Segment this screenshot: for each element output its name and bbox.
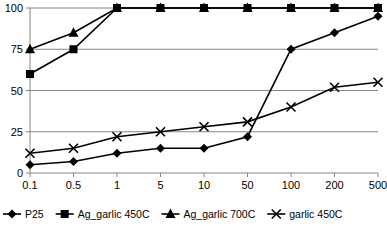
marker (113, 132, 122, 141)
x-tick (247, 173, 248, 177)
chart-svg: 0 25 50 75 100 0.1 0.5 1 5 10 50 100 200 500 P25 Ag_gar… (0, 0, 387, 226)
marker (113, 149, 122, 158)
series (26, 12, 383, 170)
marker (25, 44, 35, 54)
series (25, 3, 383, 54)
marker (287, 103, 296, 112)
marker (374, 78, 383, 87)
y-tick-label: 0 (17, 167, 23, 179)
legend-label: Ag_garlic 450C (78, 208, 150, 220)
y-tick (26, 131, 30, 132)
y-tick-label: 50 (11, 85, 23, 97)
x-tick-label: 5 (157, 179, 163, 191)
legend-marker (272, 210, 281, 219)
series (26, 78, 383, 158)
y-tick (26, 90, 30, 91)
x-tick (378, 173, 379, 177)
x-tick (204, 173, 205, 177)
marker (330, 83, 339, 92)
legend-item: Ag_garlic 450C (56, 208, 150, 220)
legend-item: P25 (3, 208, 44, 220)
marker (243, 3, 253, 13)
legend-marker (8, 210, 17, 219)
marker (156, 3, 166, 13)
x-tick (291, 173, 292, 177)
marker (26, 149, 35, 158)
legend-label: Ag_garlic 700C (183, 208, 255, 220)
marker (199, 3, 209, 13)
marker (69, 157, 78, 166)
x-tick (160, 173, 161, 177)
y-tick (26, 173, 30, 174)
legend-label: P25 (25, 208, 44, 220)
x-tick-label: 50 (241, 179, 253, 191)
marker (69, 27, 79, 37)
x-tick-label: 200 (325, 179, 343, 191)
series-line (30, 82, 378, 153)
x-tick-label: 1 (114, 179, 120, 191)
grid-line (30, 49, 378, 50)
legend-label: garlic 450C (289, 208, 343, 220)
marker (156, 127, 165, 136)
marker (243, 117, 252, 126)
legend-item: garlic 450C (267, 208, 343, 220)
marker (286, 3, 296, 13)
marker (330, 28, 339, 37)
series-line (30, 16, 378, 165)
y-tick-label: 75 (11, 43, 23, 55)
marker (26, 70, 34, 78)
x-tick-label: 100 (282, 179, 300, 191)
marker (69, 144, 78, 153)
legend: P25 Ag_garlic 450C Ag_garlic 700C garlic 45… (3, 208, 343, 220)
chart-container: 0 25 50 75 100 0.1 0.5 1 5 10 50 100 200 500 P25 Ag_gar… (0, 0, 387, 226)
marker (373, 3, 383, 13)
legend-marker (61, 210, 69, 218)
y-axis (30, 8, 31, 173)
marker (200, 122, 209, 131)
x-tick (73, 173, 74, 177)
x-tick (117, 173, 118, 177)
marker (70, 45, 78, 53)
x-tick (334, 173, 335, 177)
marker (156, 144, 165, 153)
series (26, 4, 382, 78)
marker (200, 144, 209, 153)
x-tick-label: 500 (369, 179, 387, 191)
grid-line (30, 131, 378, 132)
marker (243, 132, 252, 141)
marker (112, 3, 122, 13)
y-tick-label: 100 (5, 2, 23, 14)
x-tick-label: 0.1 (22, 179, 37, 191)
x-tick-label: 10 (198, 179, 210, 191)
marker (287, 45, 296, 54)
x-tick-label: 0.5 (66, 179, 81, 191)
legend-marker (165, 209, 175, 219)
series-line (30, 8, 378, 74)
plot-area (25, 3, 383, 170)
y-tick-label: 25 (11, 126, 23, 138)
series-line (30, 8, 378, 49)
marker (374, 12, 383, 21)
marker (26, 160, 35, 169)
marker (330, 3, 340, 13)
legend-item: Ag_garlic 700C (161, 208, 255, 220)
y-tick (26, 8, 30, 9)
x-tick (30, 173, 31, 177)
